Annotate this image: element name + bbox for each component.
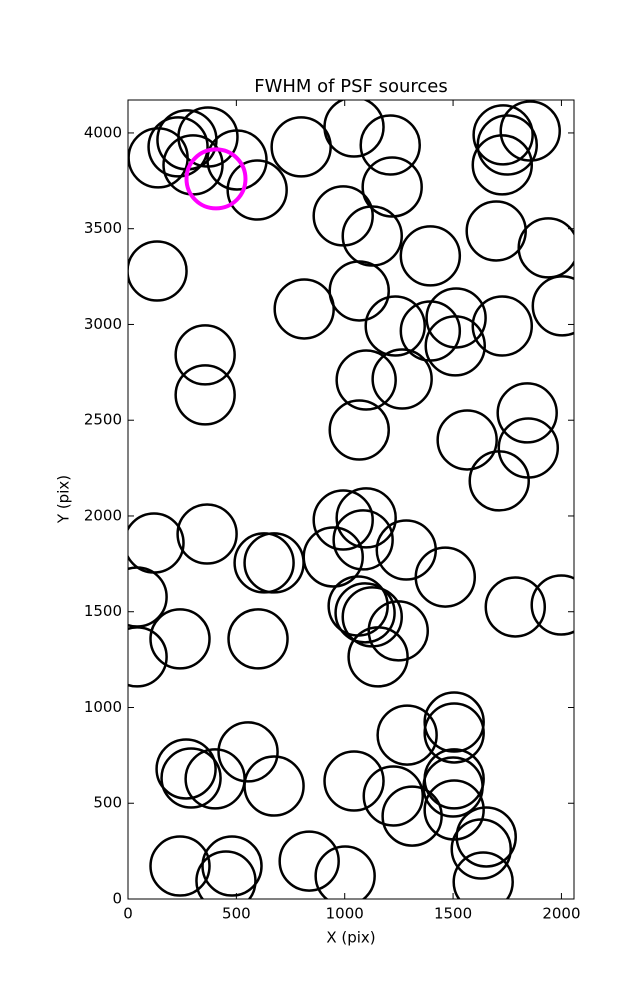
- psf-source: [517, 217, 574, 279]
- psf-source: [155, 738, 217, 800]
- y-tick-label: 0: [112, 890, 122, 908]
- psf-source: [381, 785, 443, 847]
- y-tick-label: 2500: [84, 411, 122, 429]
- psf-source: [423, 702, 485, 764]
- psf-source: [323, 750, 385, 812]
- psf-source: [160, 747, 222, 809]
- psf-source: [364, 295, 426, 357]
- psf-source: [174, 364, 236, 426]
- psf-source: [201, 835, 263, 897]
- psf-source: [376, 704, 438, 766]
- psf-source: [149, 608, 211, 670]
- y-tick-label: 500: [93, 794, 122, 812]
- psf-source: [484, 576, 547, 638]
- psf-source: [128, 626, 168, 688]
- x-axis-label: X (pix): [326, 929, 375, 947]
- psf-source: [334, 582, 396, 644]
- psf-source: [233, 532, 295, 594]
- psf-source: [328, 399, 390, 461]
- psf-source: [217, 721, 279, 783]
- y-tick-label: 3500: [84, 219, 122, 237]
- psf-source: [176, 503, 238, 565]
- psf-source: [147, 116, 209, 178]
- psf-source: [450, 818, 512, 880]
- psf-source: [472, 104, 534, 166]
- plot-frame: [127, 99, 575, 900]
- psf-source: [414, 546, 477, 608]
- psf-source: [335, 487, 397, 549]
- y-tick-label: 1500: [84, 602, 122, 620]
- psf-source: [455, 806, 517, 868]
- y-axis-label: Y (pix): [55, 475, 73, 524]
- psf-source: [367, 600, 429, 662]
- psf-source: [424, 315, 486, 377]
- x-tick-label: 0: [123, 905, 133, 923]
- x-tick-label: 2000: [542, 905, 580, 923]
- psf-source: [312, 489, 374, 551]
- psf-source: [452, 851, 514, 899]
- psf-source: [323, 100, 385, 158]
- y-tick-label: 1000: [84, 698, 122, 716]
- plot-area: [128, 100, 574, 899]
- psf-source: [174, 324, 236, 386]
- psf-source: [335, 349, 397, 411]
- psf-source: [226, 159, 288, 221]
- psf-source: [362, 765, 425, 827]
- y-tick-label: 4000: [84, 123, 122, 141]
- psf-source: [496, 382, 558, 444]
- psf-source: [278, 830, 340, 892]
- y-tick-label: 2000: [84, 506, 122, 524]
- psf-source: [468, 450, 530, 512]
- psf-source: [531, 275, 574, 337]
- x-tick-label: 1000: [326, 905, 364, 923]
- psf-source: [422, 756, 484, 818]
- x-tick-label: 1500: [434, 905, 472, 923]
- psf-source: [359, 114, 421, 176]
- psf-source: [206, 129, 268, 191]
- psf-source: [465, 200, 527, 262]
- x-tick-label: 500: [222, 905, 251, 923]
- psf-source: [243, 755, 305, 817]
- psf-source: [332, 509, 394, 571]
- psf-source: [273, 278, 335, 340]
- psf-source: [195, 850, 257, 899]
- psf-source: [314, 845, 376, 899]
- y-tick-label: 3000: [84, 315, 122, 333]
- psf-source: [476, 114, 539, 176]
- psf-source: [328, 260, 390, 322]
- psf-source: [399, 225, 462, 287]
- psf-source: [302, 526, 364, 588]
- psf-source: [471, 134, 534, 196]
- psf-source: [423, 691, 485, 753]
- psf-source: [227, 608, 289, 670]
- psf-source: [149, 835, 211, 897]
- psf-source: [436, 409, 498, 471]
- psf-source: [361, 156, 423, 218]
- psf-source: [128, 240, 188, 302]
- psf-source: [530, 574, 574, 636]
- psf-source: [471, 295, 534, 357]
- psf-source: [347, 626, 409, 688]
- highlighted-source: [184, 147, 248, 211]
- psf-source: [425, 287, 487, 349]
- chart-title: FWHM of PSF sources: [254, 76, 448, 97]
- psf-source: [371, 348, 433, 410]
